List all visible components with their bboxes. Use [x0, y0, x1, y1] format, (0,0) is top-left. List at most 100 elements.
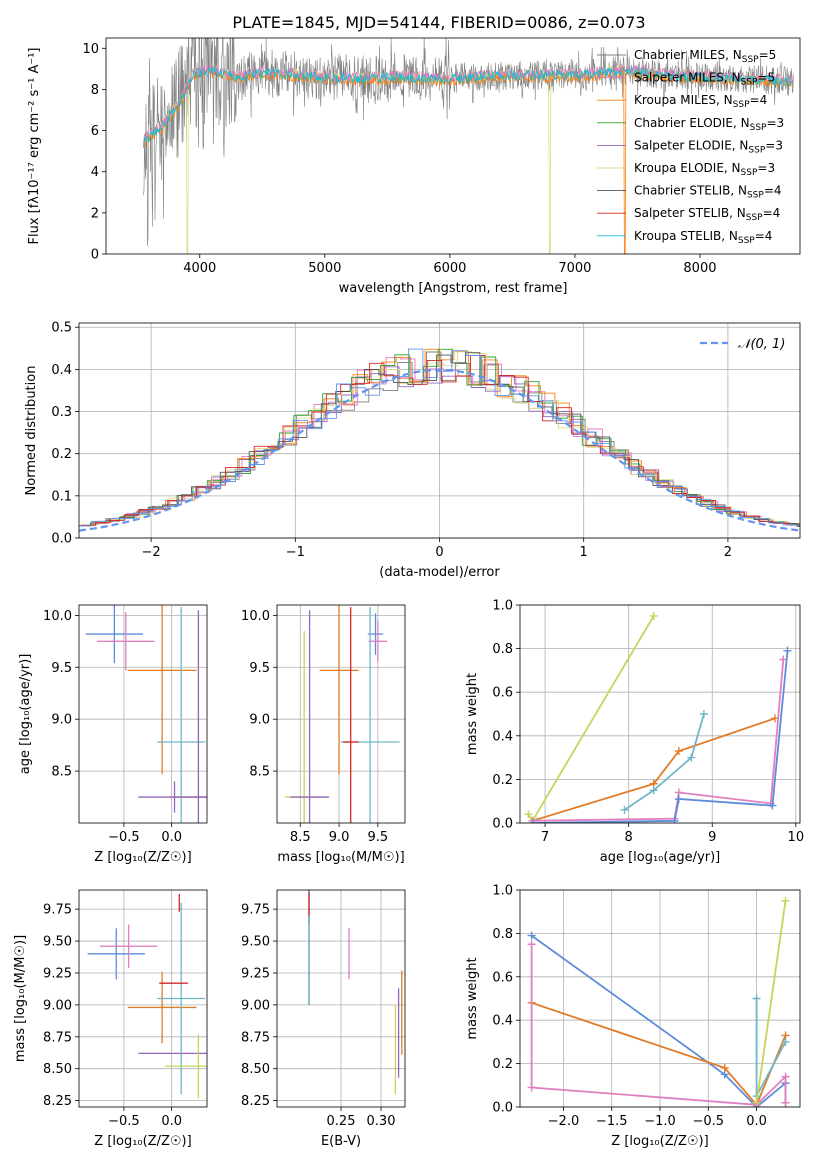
y-tick-label: 8.75 [43, 1030, 72, 1045]
y-tick-label: 0.2 [492, 1057, 513, 1072]
error-bars [308, 890, 403, 1095]
legend-label: Salpeter ELODIE, NSSP=3 [634, 138, 783, 155]
y-tick-label: 9.75 [43, 903, 72, 918]
y-axis-label: mass [log₁₀(M/M☉)] [13, 935, 28, 1062]
x-tick-label: 0.0 [161, 830, 182, 845]
legend-label: Kroupa ELODIE, NSSP=3 [634, 161, 775, 178]
weight-marker [527, 940, 536, 949]
error-bars [85, 605, 207, 823]
data-point-errorbar [100, 924, 158, 968]
weight-line [530, 944, 787, 1106]
age-vs-mass-panel: 8.5 9.0 9.5 8.5 9.0 9.5 10.0 mass [log₁₀(M/M☉)] [241, 604, 406, 865]
y-tick-label: 0.0 [492, 817, 513, 832]
weight-line [531, 934, 787, 1107]
mass-vs-metallicity-panel: −0.5 0.0 8.25 8.50 8.75 9.00 9.25 9.50 9.75 Z [lo… [13, 889, 208, 1149]
y-tick-label: 8.50 [43, 1062, 72, 1077]
weight-marker [620, 805, 629, 814]
spectrum-lines [143, 38, 794, 254]
x-tick-label: 9 [708, 830, 716, 845]
x-axis-label: (data-model)/error [379, 565, 500, 580]
x-tick-label: 0.0 [746, 1114, 767, 1129]
weight-line [755, 900, 787, 1103]
x-tick-label: 0.25 [327, 1114, 356, 1129]
weight-marker [752, 994, 761, 1003]
grid-lines [277, 890, 405, 1107]
weight-line [532, 659, 785, 822]
y-tick-label: 0.8 [492, 642, 513, 657]
figure-title: PLATE=1845, MJD=54144, FIBERID=0086, z=0… [232, 13, 645, 32]
weight-line [623, 713, 705, 811]
x-tick-label: 7000 [558, 261, 591, 276]
y-tick-label: 0.2 [492, 773, 513, 788]
weight-marker [687, 753, 696, 762]
y-tick-label: 9.00 [43, 998, 72, 1013]
y-tick-label: 8.5 [51, 765, 72, 780]
weight-marker [527, 1083, 536, 1092]
x-tick-label: 10 [788, 830, 805, 845]
legend-label: Kroupa MILES, NSSP=4 [634, 93, 767, 110]
weight-marker [783, 646, 792, 655]
spectrum-legend: Chabrier MILES, NSSP=5 Salpeter MILES, NS… [597, 48, 784, 246]
hist-legend: 𝒩(0, 1) [700, 337, 785, 352]
weight-line [532, 717, 776, 822]
age-vs-metallicity-panel: −0.5 0.0 8.5 9.0 9.5 10.0 Z [log₁₀(Z/Z☉)] age [… [18, 604, 208, 865]
x-tick-label: −1 [286, 545, 305, 560]
weight-marker [524, 810, 533, 819]
legend-label: 𝒩(0, 1) [738, 337, 785, 352]
weight-marker [752, 1098, 761, 1107]
y-tick-label: 0.6 [492, 686, 513, 701]
data-point-errorbar [164, 1034, 207, 1099]
y-axis-label: Flux [fλ10⁻¹⁷ erg cm⁻² s⁻¹ A⁻¹] [27, 48, 42, 245]
axes-frame [78, 604, 208, 824]
x-axis-label: age [log₁₀(age/yr)] [600, 850, 721, 865]
x-tick-label: −0.5 [692, 1114, 724, 1129]
x-tick-label: −2.0 [548, 1114, 580, 1129]
y-tick-label: 9.5 [249, 661, 270, 676]
x-axis-label: mass [log₁₀(M/M☉)] [277, 850, 404, 865]
grid-lines [520, 604, 800, 824]
x-tick-label: 6000 [433, 261, 466, 276]
spectrum-panel: 4000 5000 6000 7000 8000 0 2 4 6 8 10 wavelength [A… [27, 37, 801, 296]
weight-marker [781, 1072, 790, 1081]
axes-frame [276, 889, 406, 1108]
y-tick-label: 9.25 [43, 966, 72, 981]
x-tick-label: 2 [724, 545, 732, 560]
y-tick-label: 10.0 [241, 609, 270, 624]
y-tick-label: 0.4 [492, 729, 513, 744]
axes-frame [519, 604, 801, 824]
axes-frame [276, 604, 406, 824]
data-point-errorbar [87, 928, 145, 980]
weight-marker [699, 710, 708, 718]
weight-marker [670, 816, 679, 823]
y-tick-label: 1.0 [492, 599, 513, 614]
weight-marker [528, 819, 537, 823]
data-point-errorbar [157, 902, 206, 1095]
y-axis-label: mass weight [465, 673, 480, 755]
y-tick-label: 0.1 [51, 489, 72, 504]
weight-line [532, 650, 789, 823]
y-tick-label: 9.0 [249, 713, 270, 728]
x-tick-label: −1.0 [644, 1114, 676, 1129]
y-tick-label: 8.25 [241, 1094, 270, 1109]
y-tick-label: 2 [91, 206, 99, 221]
data-point-errorbar [127, 971, 197, 1044]
y-tick-label: 0.0 [51, 532, 72, 547]
weight-marker [781, 896, 790, 905]
x-tick-label: 4000 [183, 261, 216, 276]
y-tick-label: 9.75 [241, 903, 270, 918]
weight-marker [674, 795, 683, 804]
grid-lines [277, 605, 405, 823]
weight-marker [781, 1098, 790, 1107]
axes-frame [519, 889, 801, 1108]
x-axis-label: wavelength [Angstrom, rest frame] [339, 281, 568, 296]
y-tick-label: 0.4 [492, 1014, 513, 1029]
y-tick-label: 9.50 [241, 935, 270, 950]
x-tick-label: −0.5 [108, 1114, 140, 1129]
x-tick-label: −1.5 [596, 1114, 628, 1129]
y-tick-label: 8.5 [249, 765, 270, 780]
weight-series [524, 611, 792, 823]
histogram-step-line [82, 351, 800, 527]
data-point-errorbar [169, 610, 207, 823]
legend-label: Chabrier MILES, NSSP=5 [634, 48, 776, 65]
